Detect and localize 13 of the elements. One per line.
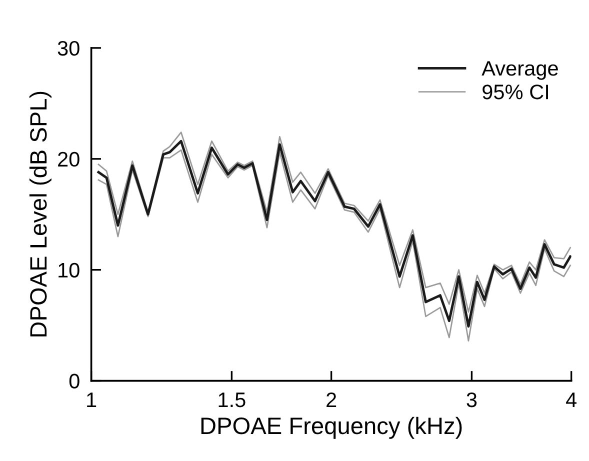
legend-label: 95% CI	[482, 84, 548, 100]
y-tick-label: 10	[58, 262, 80, 278]
x-tick-label: 3	[466, 392, 477, 408]
legend-label: Average	[482, 61, 558, 80]
y-tick-label: 20	[58, 152, 80, 167]
x-tick-label: 1	[87, 392, 96, 407]
x-tick-label: 1.5	[218, 392, 246, 408]
y-tick-label: 0	[69, 374, 80, 389]
x-tick-label: 4	[566, 392, 577, 407]
y-tick-label: 30	[58, 40, 80, 56]
x-tick-label: 2	[326, 392, 336, 407]
y-axis-title: DPOAE Level (dB SPL)	[29, 92, 52, 336]
x-axis-title: DPOAE Frequency (kHz)	[201, 416, 462, 439]
